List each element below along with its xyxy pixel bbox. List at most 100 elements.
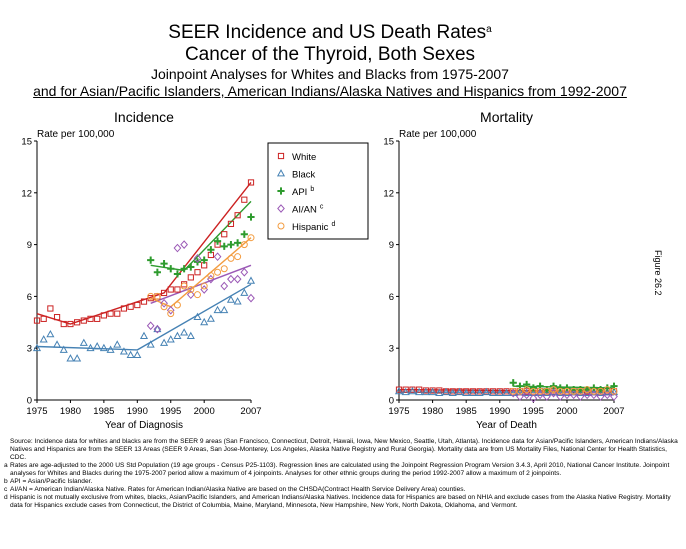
hisp-data-point [550, 386, 558, 394]
white-data-point [114, 310, 121, 317]
hisp-data-point [603, 386, 611, 394]
aian-data-point [153, 324, 162, 334]
hisp-data-point [509, 387, 517, 395]
y-tick-label: 15 [383, 137, 394, 148]
y-tick-label: 0 [27, 396, 32, 407]
chart-subtitle: Cancer of the Thyroid, Both Sexes [184, 44, 476, 65]
hisp-data-point [536, 387, 544, 395]
black-data-point [233, 297, 242, 305]
footnote-text: AI/AN = American Indian/Alaska Native. R… [10, 486, 466, 493]
legend-label-text: Hispanic [292, 222, 329, 233]
white-data-point [127, 303, 134, 310]
y-tick-label: 0 [389, 396, 394, 407]
api-data-point [180, 265, 188, 273]
y-tick-label: 3 [27, 344, 32, 355]
black-data-point [126, 350, 135, 359]
x-tick-label: 2007 [603, 406, 624, 417]
black-data-point [99, 343, 108, 352]
legend-footnote-mark: d [331, 221, 335, 228]
black-data-point [79, 338, 88, 346]
black-data-point [226, 295, 235, 303]
x-tick-label: 2007 [240, 406, 261, 417]
x-tick-label: 1995 [523, 406, 544, 417]
footnote: c AI/AN = American Indian/Alaska Native. … [4, 486, 680, 494]
y-axis-label: Rate per 100,000 [37, 129, 115, 140]
black-data-point [59, 345, 68, 353]
footnote: d Hispanic is not mutually exclusive from… [4, 494, 680, 510]
x-tick-label: 1975 [388, 406, 409, 417]
hisp-data-point [590, 387, 598, 395]
aian-data-point [556, 392, 565, 401]
white-data-point [40, 315, 47, 322]
white-data-point [67, 320, 74, 328]
x-tick-label: 1995 [160, 406, 181, 417]
white-data-point [187, 274, 194, 281]
black-data-point [401, 387, 410, 396]
black-data-point [160, 338, 169, 346]
black-data-point [576, 388, 585, 396]
black-data-point [240, 288, 249, 296]
white-data-point [402, 386, 409, 393]
aian-data-point [186, 290, 195, 300]
aian-data-point [610, 392, 618, 401]
black-data-point [133, 350, 142, 359]
black-data-point [220, 305, 229, 314]
white-data-point [80, 317, 87, 324]
white-data-point [140, 298, 148, 305]
black-data-point [173, 331, 182, 340]
hisp-data-point [516, 387, 524, 395]
aian-data-point [240, 267, 249, 277]
aian-data-point [522, 390, 531, 400]
legend-label-text: API [292, 187, 307, 198]
incidence-panel: Incidence Rate per 100,000 Year of Diagnos… [21, 109, 261, 431]
black-data-point [146, 340, 155, 348]
aian-data-point [146, 321, 155, 331]
black-data-point [153, 324, 162, 333]
aian-data-point [596, 392, 605, 401]
hisp-data-point [167, 310, 175, 318]
footnote-mark: b [4, 478, 8, 485]
hisp-data-point [247, 234, 255, 242]
y-tick-label: 3 [389, 344, 394, 355]
black-data-point [113, 340, 122, 348]
black-joinpoint-line [36, 283, 252, 351]
black-data-point [435, 388, 444, 396]
hisp-data-point [523, 386, 531, 394]
legend-label: White [292, 152, 316, 163]
aian-data-point [227, 274, 235, 284]
hisp-data-point [529, 387, 537, 395]
black-data-point [213, 305, 222, 314]
white-data-point [221, 231, 228, 238]
api-legend-marker [277, 187, 285, 195]
footnote-text: Hispanic is not mutually exclusive from … [10, 494, 671, 509]
white-joinpoint-line [36, 181, 252, 325]
legend-label-text: White [292, 152, 316, 163]
black-data-point [448, 388, 457, 396]
y-tick-label: 9 [27, 240, 32, 251]
hisp-data-point [234, 253, 242, 261]
hisp-data-point [173, 301, 181, 309]
black-data-point [66, 354, 75, 362]
title-block: SEER Incidence and US Death Ratesa Cance… [0, 22, 660, 100]
white-data-point [107, 310, 114, 317]
hisp-data-point [583, 386, 591, 394]
hisp-data-point [194, 291, 201, 299]
y-tick-label: 6 [27, 292, 32, 303]
footnote: a Rates are age-adjusted to the 2000 US S… [4, 462, 680, 478]
white-data-point [194, 269, 201, 276]
x-axis-label: Year of Death [476, 420, 537, 431]
white-data-point [53, 314, 61, 321]
api-data-point [200, 256, 208, 264]
black-data-point [166, 335, 175, 343]
hisp-data-point [597, 387, 605, 395]
aian-data-point [576, 392, 585, 401]
white-data-point [167, 286, 174, 293]
legend: White Black API b AI/AN c Hispanic d [267, 142, 369, 240]
black-data-point [32, 343, 42, 352]
black-data-point [603, 387, 612, 396]
white-data-point [94, 315, 101, 322]
black-data-point [542, 388, 551, 396]
aian-legend-marker [277, 204, 285, 213]
chart-subtitle-groups: and for Asian/Pacific Islanders, America… [33, 83, 627, 99]
y-tick-label: 6 [389, 292, 394, 303]
